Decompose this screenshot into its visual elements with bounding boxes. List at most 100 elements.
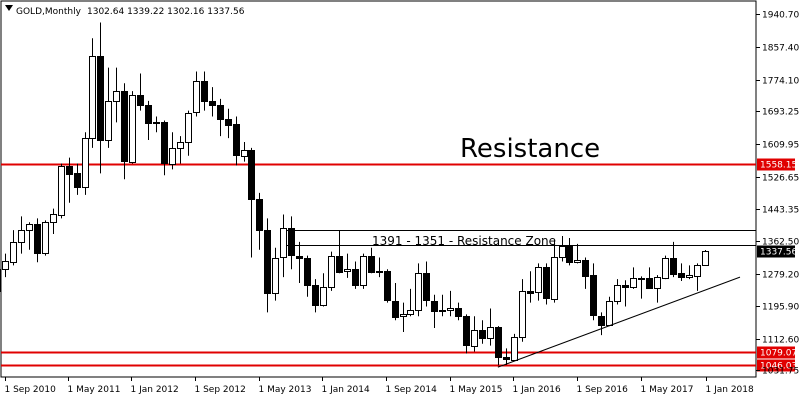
- candle-body-45: [344, 269, 351, 272]
- candle-body-89: [694, 265, 701, 277]
- candle-body-38: [288, 228, 295, 256]
- candle-body-46: [352, 269, 359, 286]
- resistance-annotation: Resistance: [460, 134, 600, 164]
- x-tick-label-0: 1 Sep 2010: [5, 385, 57, 395]
- candle-body-34: [256, 199, 263, 231]
- candle-body-69: [535, 267, 542, 293]
- candle-body-66: [511, 337, 518, 361]
- y-tick-label-9: 1195.90: [762, 303, 799, 313]
- y-tick-label-11: 1031.75: [762, 367, 799, 377]
- candle-body-82: [638, 278, 645, 280]
- candle-body-71: [551, 257, 558, 300]
- candle-body-11: [74, 173, 81, 188]
- levels-layer: 1558.15 1079.07 1046.03: [1, 158, 797, 372]
- candle-body-80: [622, 285, 629, 288]
- level-label-0: 1558.15: [760, 161, 797, 171]
- candle-body-8: [50, 214, 57, 223]
- candle-body-33: [248, 150, 255, 200]
- y-tick-label-1: 1857.40: [762, 44, 799, 54]
- x-tick-label-2: 1 Jan 2012: [131, 385, 179, 395]
- candle-body-20: [145, 105, 152, 124]
- candle-body-81: [630, 278, 637, 288]
- current-price-bg: [757, 245, 795, 258]
- annotation-layer: GOLD,Monthly 1302.64 1339.22 1302.16 133…: [16, 7, 600, 248]
- x-tick-label-3: 1 Sep 2012: [195, 385, 246, 395]
- y-tick-label-8: 1279.20: [762, 271, 799, 281]
- candle-body-87: [678, 273, 685, 278]
- candle-body-88: [686, 275, 693, 278]
- candle-body-2: [2, 261, 9, 270]
- candle-body-72: [559, 246, 566, 258]
- candle-body-78: [606, 301, 613, 326]
- candle-body-31: [233, 124, 240, 156]
- info-icon: [5, 5, 13, 11]
- candle-body-83: [646, 278, 653, 289]
- candle-body-39: [296, 256, 303, 259]
- candle-body-37: [280, 228, 287, 258]
- candle-body-21: [153, 122, 160, 124]
- candle-body-67: [519, 291, 526, 338]
- x-tick-label-7: 1 May 2015: [450, 385, 503, 395]
- candle-body-52: [400, 314, 407, 317]
- candle-body-35: [264, 230, 271, 294]
- y-tick-label-3: 1693.25: [762, 108, 799, 118]
- candle-body-26: [193, 81, 200, 113]
- level-label-bg-1: [757, 346, 795, 359]
- candle-body-60: [463, 316, 470, 346]
- candle-body-36: [272, 258, 279, 294]
- candle-body-15: [105, 101, 112, 141]
- candle-body-4: [18, 230, 25, 243]
- candle-body-68: [527, 291, 534, 294]
- candle-body-56: [431, 301, 438, 312]
- x-tick-label-11: 1 Jan 2018: [706, 385, 754, 395]
- candle-body-6: [34, 224, 41, 254]
- y-tick-label-5: 1526.65: [762, 174, 799, 184]
- candle-body-53: [407, 310, 414, 315]
- current-price-label: 1337.56: [760, 248, 797, 258]
- candle-body-24: [177, 142, 184, 149]
- level-label-bg-2: [757, 359, 795, 372]
- candle-body-54: [415, 273, 422, 311]
- level-label-2: 1046.03: [760, 362, 797, 372]
- y-tick-label-4: 1609.95: [762, 141, 799, 151]
- y-tick-label-6: 1443.35: [762, 206, 799, 216]
- candle-body-84: [654, 277, 661, 289]
- candle-body-7: [42, 222, 49, 254]
- candle-body-25: [185, 113, 192, 143]
- resistance-zone-annotation: 1391 - 1351 - Resistance Zone: [372, 234, 556, 248]
- x-tick-label-9: 1 Sep 2016: [577, 385, 629, 395]
- x-tick-label-4: 1 May 2013: [259, 385, 312, 395]
- candle-body-61: [471, 330, 478, 347]
- axis-layer: 1940.70 1857.40 1774.10 1693.25 1609.95 1526.…: [5, 11, 800, 396]
- candle-body-58: [447, 308, 454, 311]
- zone-layer: [283, 230, 756, 246]
- candle-body-23: [169, 148, 176, 165]
- candle-body-57: [439, 310, 446, 312]
- candle-body-27: [201, 81, 208, 102]
- candle-body-85: [662, 258, 669, 279]
- y-tick-label-10: 1112.60: [762, 336, 799, 346]
- candle-body-74: [574, 260, 581, 263]
- candle-body-44: [336, 256, 343, 273]
- candle-body-3: [10, 242, 17, 263]
- candles-layer: [0, 22, 709, 366]
- candle-body-16: [113, 91, 120, 102]
- x-tick-label-10: 1 May 2017: [641, 385, 694, 395]
- candle-body-65: [503, 357, 510, 360]
- candle-body-47: [360, 256, 367, 286]
- level-label-bg-0: [757, 158, 795, 171]
- chart-symbol-label: GOLD,Monthly: [16, 7, 82, 17]
- candle-body-86: [670, 258, 677, 275]
- candle-body-28: [209, 101, 216, 106]
- support-trendline: [497, 276, 741, 368]
- candle-body-50: [384, 271, 391, 301]
- candle-body-5: [26, 224, 33, 231]
- candle-body-64: [495, 327, 502, 358]
- candle-body-55: [423, 273, 430, 301]
- candle-body-75: [582, 260, 589, 277]
- candle-body-9: [58, 166, 65, 216]
- y-tick-label-0: 1940.70: [762, 11, 799, 21]
- trend-layer: [497, 276, 741, 368]
